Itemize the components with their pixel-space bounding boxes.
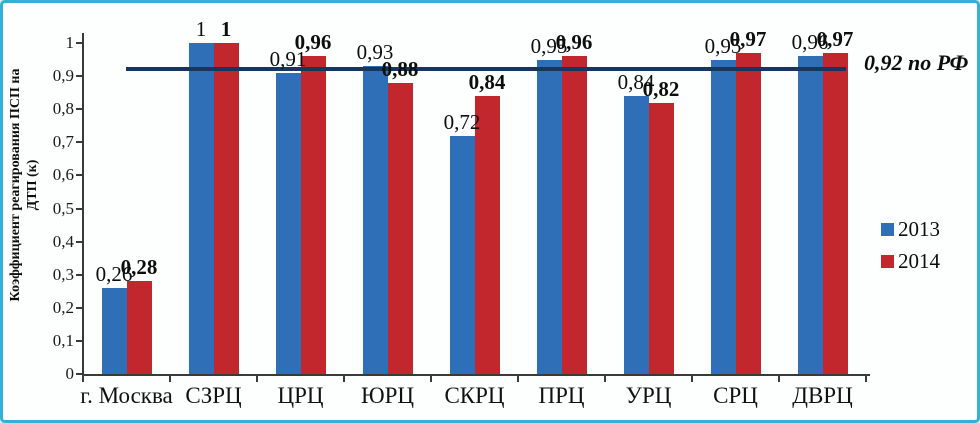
bar-value-label: 0,95 [530, 33, 568, 58]
x-axis-category-label: СРЦ [713, 383, 758, 408]
bar-2013 [536, 59, 562, 374]
bar-value-label: 0,91 [269, 46, 307, 71]
x-axis-tick [865, 374, 867, 382]
bar-value-label: 0,96 [294, 30, 332, 55]
bar-2014 [648, 102, 674, 374]
x-axis-tick [778, 374, 780, 382]
x-axis-category-label: ЦРЦ [277, 383, 324, 408]
x-axis-category-label: УРЦ [625, 383, 672, 408]
y-axis-tick-label: 0,5 [52, 198, 74, 218]
legend-item-2014: 2014 [881, 250, 940, 273]
y-axis-tick-label: 1 [65, 33, 75, 52]
reference-line [126, 67, 846, 72]
bar-2014 [561, 56, 587, 374]
bar-2013 [362, 66, 388, 374]
bar-2013 [710, 59, 736, 374]
bar-value-label: 0,97 [816, 26, 854, 51]
bar-2014 [300, 56, 326, 374]
bar-value-label: 1 [195, 17, 207, 41]
bar-value-label: 0,97 [729, 26, 767, 51]
y-axis-title: Коэффициент реагирования ПСП на ДТП (к) [7, 17, 43, 353]
legend-swatch-icon [881, 223, 894, 236]
bar-value-label: 0,84 [617, 69, 655, 94]
x-axis-category-label: ЮРЦ [360, 383, 415, 408]
x-axis-category-label: СКРЦ [444, 383, 505, 408]
y-axis-title-line1: Коэффициент реагирования ПСП на [8, 68, 23, 302]
y-axis-tick-label: 0,4 [52, 231, 74, 251]
x-axis-tick [169, 374, 171, 382]
y-axis-tick-label: 0,3 [52, 264, 74, 284]
y-axis-tick-label: 0,6 [52, 165, 74, 185]
y-axis-tick [76, 273, 83, 276]
bar-value-label: 0,82 [642, 76, 680, 101]
legend-swatch-icon [881, 255, 894, 268]
y-axis-tick-label: 0,9 [52, 66, 74, 86]
y-axis-tick [76, 141, 83, 144]
bar-2014 [735, 52, 761, 374]
bar-value-label: 0,95 [704, 33, 742, 58]
legend: 2013 2014 [881, 218, 940, 282]
x-axis-tick [256, 374, 258, 382]
bar-2013 [623, 95, 649, 374]
y-axis-line [82, 33, 84, 376]
x-axis-category-label: ПРЦ [538, 383, 585, 408]
x-axis-tick [517, 374, 519, 382]
bar-2014 [126, 281, 152, 374]
bar-2014 [387, 82, 413, 374]
bar-value-label: 0,88 [381, 56, 419, 81]
plot-area: 0 0,1 0,2 0,3 0,4 0,5 0,6 0,7 0,8 0,9 1 г. Москва 0,… [3, 3, 977, 420]
x-axis-line [82, 374, 870, 376]
y-axis-tick-label: 0,2 [52, 297, 74, 317]
y-axis-tick [76, 174, 83, 177]
y-axis-tick-label: 0,1 [52, 330, 74, 350]
reference-line-label: 0,92 по РФ [864, 50, 969, 75]
bar-2013 [797, 56, 823, 374]
x-axis-tick [430, 374, 432, 382]
bar-value-label: 0,96 [555, 30, 593, 55]
y-axis-tick [76, 108, 83, 111]
bar-2013 [101, 287, 127, 374]
bar-2014 [822, 52, 848, 374]
bar-value-label: 0,26 [95, 261, 133, 286]
bar-2013 [188, 43, 214, 374]
legend-label: 2014 [898, 249, 940, 273]
bar-2014 [474, 95, 500, 374]
bar-2013 [275, 72, 301, 374]
bar-value-label: 1 [220, 17, 232, 41]
y-axis-tick-label: 0,8 [52, 99, 74, 119]
y-axis-tick-label: 0,7 [52, 132, 74, 152]
bar-value-label: 0,72 [443, 109, 481, 134]
y-axis-tick [76, 75, 83, 78]
y-axis-tick [76, 373, 83, 375]
x-axis-tick [691, 374, 693, 382]
y-axis-tick [76, 306, 83, 309]
y-axis-tick [76, 207, 83, 210]
x-axis-tick [343, 374, 345, 382]
y-axis-title-line2: ДТП (к) [25, 159, 40, 211]
x-axis-category-label: ДВРЦ [792, 383, 853, 408]
bar-value-label: 0,28 [120, 255, 158, 280]
y-axis-tick [76, 339, 83, 342]
bar-2013 [449, 135, 475, 374]
y-axis-tick [76, 42, 83, 44]
x-axis-category-label: г. Москва [80, 383, 173, 408]
bar-value-label: 0,93 [356, 40, 394, 65]
x-axis-tick [604, 374, 606, 382]
x-axis-tick [82, 374, 84, 382]
bar-2014 [213, 43, 239, 374]
bar-value-label: 0,84 [468, 69, 506, 94]
x-axis-category-label: СЗРЦ [185, 383, 242, 408]
y-axis-tick-label: 0 [65, 364, 75, 383]
y-axis-tick [76, 240, 83, 243]
legend-item-2013: 2013 [881, 218, 940, 241]
bar-value-label: 0,96 [791, 30, 829, 55]
legend-label: 2013 [898, 217, 940, 241]
